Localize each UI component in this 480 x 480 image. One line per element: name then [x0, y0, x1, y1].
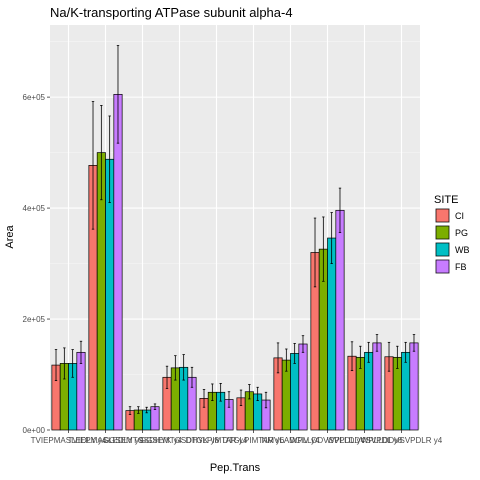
error-bar-pg-6 — [285, 348, 288, 372]
error-bar-ci-7 — [313, 217, 317, 288]
error-bar-pg-0 — [63, 347, 66, 380]
error-bar-ci-0 — [54, 349, 58, 382]
error-bar-pg-9 — [396, 345, 399, 369]
x-tick-label: GGSEMTGSDHYK y8 — [140, 436, 220, 445]
error-bar-fb-9 — [412, 334, 416, 352]
error-bar-wb-5 — [256, 386, 259, 401]
bar-fb-7 — [335, 209, 345, 431]
legend-label-ci: CI — [455, 211, 464, 221]
legend-swatch-wb — [435, 242, 450, 257]
error-bar-ci-6 — [276, 342, 280, 374]
bar-fb-9 — [409, 342, 419, 431]
error-bar-ci-1 — [91, 101, 95, 230]
legend-title: SITE — [434, 194, 458, 206]
error-bar-wb-4 — [219, 382, 222, 402]
bar-fb-6 — [298, 343, 308, 431]
bar-wb-8 — [364, 351, 374, 431]
bar-wb-9 — [401, 351, 411, 431]
error-bar-ci-4 — [202, 389, 206, 408]
legend-label-fb: FB — [455, 262, 467, 272]
bar-wb-7 — [327, 237, 337, 431]
error-bar-fb-1 — [116, 45, 120, 144]
x-tick-label: DTGLPIMTAR y6 — [223, 436, 285, 445]
error-bar-pg-1 — [100, 105, 103, 201]
x-tick-label: NMVLADGIV y4 — [262, 436, 320, 445]
error-bar-ci-8 — [350, 341, 354, 372]
error-bar-wb-9 — [404, 341, 407, 363]
error-bar-ci-3 — [165, 365, 169, 389]
x-tick-label: TVIEPMASLEDLY y4 — [31, 436, 107, 445]
bar-fb-8 — [372, 342, 382, 431]
x-tick-label: WPLLDDVSVPDLR y4 — [361, 436, 443, 445]
legend: SITE CI PG WB FB — [434, 194, 470, 274]
bar-fb-0 — [76, 351, 86, 431]
error-bar-fb-6 — [301, 335, 305, 353]
error-bar-pg-7 — [322, 216, 325, 282]
error-bar-pg-2 — [137, 406, 140, 414]
x-tick-label: WPLLDDVSVPDL y4 — [290, 436, 366, 445]
error-bars — [54, 45, 416, 415]
y-tick-label: 4e+05 — [23, 204, 46, 213]
error-bar-wb-1 — [108, 115, 111, 203]
error-bar-pg-3 — [174, 355, 177, 381]
x-tick-label: WPLLDDVSVPDL y8 — [327, 436, 403, 445]
legend-swatch-fb — [435, 259, 450, 274]
error-bar-fb-5 — [264, 391, 268, 409]
error-bar-pg-4 — [211, 383, 214, 401]
error-bar-wb-0 — [71, 349, 74, 378]
bar-wb-6 — [290, 353, 300, 431]
error-bar-wb-2 — [145, 406, 148, 414]
x-axis-title: Pep.Trans — [210, 462, 261, 474]
legend-label-wb: WB — [455, 245, 470, 255]
chart-title: Na/K-transporting ATPase subunit alpha-4 — [50, 5, 293, 20]
legend-swatch-ci — [435, 208, 450, 223]
error-bar-ci-9 — [387, 341, 391, 372]
error-bar-pg-8 — [359, 345, 362, 369]
legend-swatch-pg — [435, 225, 450, 240]
error-bar-wb-3 — [182, 354, 185, 381]
y-axis: 0e+00 2e+05 4e+05 6e+05 — [23, 93, 50, 435]
y-tick-label: 0e+00 — [23, 426, 46, 435]
x-tick-label: TVIEPMASLEDLY y9 — [68, 436, 144, 445]
error-bar-fb-0 — [79, 340, 83, 364]
legend-label-pg: PG — [455, 228, 468, 238]
x-tick-label: GGSEMTGSDHYK y4 — [103, 436, 183, 445]
bar-fb-1 — [113, 93, 123, 431]
error-bar-ci-5 — [239, 389, 243, 406]
error-bar-wb-6 — [293, 343, 296, 364]
error-bar-wb-7 — [330, 212, 333, 264]
y-tick-label: 2e+05 — [23, 315, 46, 324]
x-tick-label: DTGLPIMTAR y4 — [186, 436, 248, 445]
error-bar-fb-8 — [375, 334, 379, 352]
bar-fb-2 — [150, 406, 160, 431]
error-bar-fb-7 — [338, 187, 342, 233]
y-axis-title: Area — [4, 225, 16, 249]
error-bar-fb-4 — [227, 391, 231, 408]
error-bar-ci-2 — [128, 406, 132, 415]
bars — [51, 93, 419, 431]
error-bar-fb-2 — [153, 403, 157, 410]
error-bar-wb-8 — [367, 341, 370, 363]
error-bar-pg-5 — [248, 384, 251, 400]
y-tick-label: 6e+05 — [23, 93, 46, 102]
error-bar-fb-3 — [190, 366, 194, 388]
